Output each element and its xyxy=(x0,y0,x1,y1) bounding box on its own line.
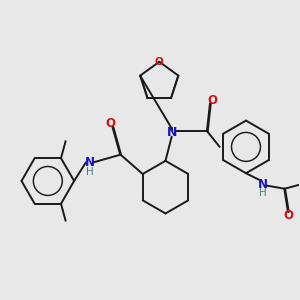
Text: O: O xyxy=(155,57,164,67)
Text: N: N xyxy=(85,156,94,169)
Text: O: O xyxy=(284,209,293,222)
Text: O: O xyxy=(207,94,217,107)
Text: N: N xyxy=(258,178,268,190)
Text: H: H xyxy=(259,188,266,198)
Text: N: N xyxy=(167,127,177,140)
Text: O: O xyxy=(105,117,116,130)
Text: H: H xyxy=(86,167,94,177)
